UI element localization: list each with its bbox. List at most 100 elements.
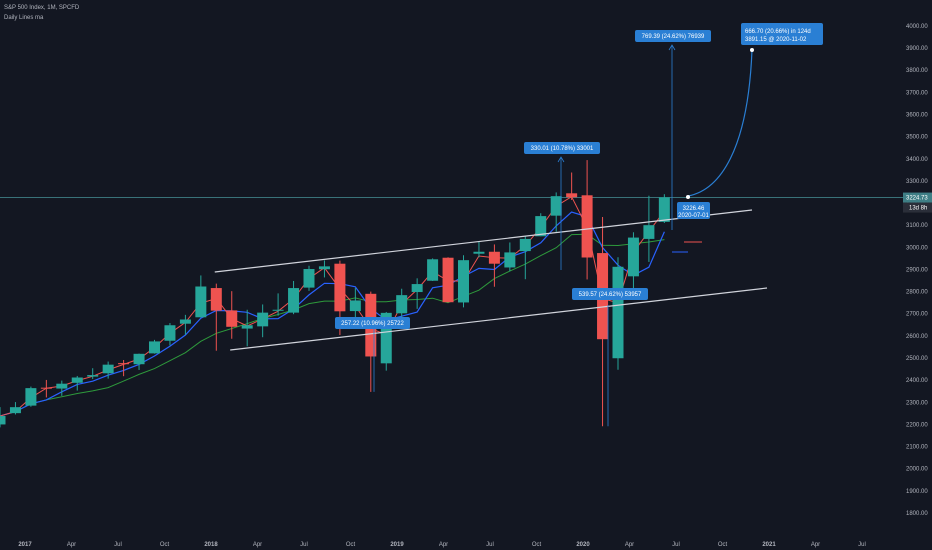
candle-body bbox=[442, 257, 454, 303]
candle-body bbox=[396, 295, 408, 314]
time-axis bbox=[0, 537, 932, 550]
candle-body bbox=[226, 310, 238, 327]
time-axis-label: Apr bbox=[253, 542, 262, 548]
price-axis-tick: 2000.00 bbox=[906, 467, 928, 473]
ma-red-line bbox=[0, 195, 665, 417]
time-axis-label: Oct bbox=[718, 542, 728, 548]
price-axis-tick: 2200.00 bbox=[906, 422, 928, 428]
candle bbox=[210, 283, 222, 351]
candle-body bbox=[581, 195, 593, 258]
price-axis-tick: 3400.00 bbox=[906, 157, 928, 163]
candle bbox=[427, 258, 439, 281]
candle-body bbox=[133, 353, 145, 365]
price-axis-tick: 1900.00 bbox=[906, 489, 928, 495]
projection-point bbox=[750, 48, 754, 52]
price-axis-tick: 3600.00 bbox=[906, 112, 928, 118]
candle-body bbox=[411, 284, 423, 293]
time-axis-label: Jul bbox=[672, 542, 680, 548]
price-axis bbox=[903, 0, 932, 537]
candle-body bbox=[40, 387, 52, 389]
point-label-box bbox=[677, 202, 710, 219]
measure-2018-label-text: 257.22 (10.96%) 25722 bbox=[341, 321, 404, 327]
price-axis-tick: 2900.00 bbox=[906, 267, 928, 273]
measure-2020-high-label-box bbox=[635, 30, 711, 42]
candle bbox=[241, 309, 253, 347]
candle-body bbox=[288, 288, 300, 313]
candle bbox=[597, 216, 609, 427]
candle-body bbox=[535, 216, 547, 237]
price-axis-tick: 2100.00 bbox=[906, 445, 928, 451]
candle-body bbox=[210, 288, 222, 311]
candle bbox=[535, 213, 547, 237]
candle bbox=[25, 386, 37, 407]
ma-blue-line bbox=[0, 211, 665, 417]
time-axis-label: Apr bbox=[811, 542, 820, 548]
measure-2020-low-label-box bbox=[572, 288, 648, 300]
projection-label-box bbox=[741, 23, 823, 45]
candle bbox=[164, 323, 176, 346]
price-axis-tick: 2300.00 bbox=[906, 400, 928, 406]
candle bbox=[318, 260, 330, 278]
candle bbox=[658, 194, 670, 223]
candle-body bbox=[427, 259, 439, 281]
projection-label-text: 3891.15 @ 2020-11-02 bbox=[745, 37, 807, 43]
candle-body bbox=[349, 300, 361, 312]
candle bbox=[40, 379, 52, 398]
candle bbox=[581, 160, 593, 280]
candle-body bbox=[164, 325, 176, 341]
indicator-legend: Daily Lines ma bbox=[4, 15, 44, 21]
candle-body bbox=[303, 269, 315, 288]
candle bbox=[504, 242, 516, 272]
candle bbox=[550, 192, 562, 232]
candle bbox=[566, 172, 578, 200]
candle bbox=[56, 380, 68, 396]
price-axis-tick: 3500.00 bbox=[906, 135, 928, 141]
current-price-label: 3224.73 bbox=[906, 196, 928, 202]
candle-body bbox=[643, 225, 655, 239]
candle bbox=[643, 195, 655, 262]
measure-2020-low-label-text: 539.57 (24.62%) 53957 bbox=[579, 292, 642, 298]
price-axis-tick: 2500.00 bbox=[906, 356, 928, 362]
countdown-badge bbox=[903, 202, 932, 213]
projection-label-text: 666.70 (20.66%) in 124d bbox=[745, 29, 811, 35]
time-axis-label: Apr bbox=[625, 542, 634, 548]
candle-body bbox=[25, 388, 37, 406]
time-axis-label: Jul bbox=[300, 542, 308, 548]
projection-start-point bbox=[686, 195, 690, 199]
candle bbox=[396, 288, 408, 318]
candle bbox=[257, 304, 269, 338]
time-axis-label: Apr bbox=[67, 542, 76, 548]
time-axis-label: 2018 bbox=[204, 542, 218, 548]
countdown-label: 13d 8h bbox=[909, 206, 927, 212]
candle-body bbox=[179, 319, 191, 324]
candle-body bbox=[334, 263, 346, 312]
candle-body bbox=[118, 363, 130, 365]
candle-body bbox=[658, 197, 670, 222]
candle-body bbox=[550, 196, 562, 216]
candle bbox=[149, 339, 160, 354]
candle bbox=[473, 241, 485, 258]
price-axis-tick: 4000.00 bbox=[906, 24, 928, 30]
candle-body bbox=[519, 238, 531, 252]
time-axis-label: Jul bbox=[114, 542, 122, 548]
candle-body bbox=[566, 193, 578, 198]
price-axis-tick: 3300.00 bbox=[906, 179, 928, 185]
candle-body bbox=[195, 286, 207, 318]
candle bbox=[133, 353, 145, 370]
candle-body bbox=[612, 266, 624, 359]
measure-2019-label-box bbox=[524, 142, 600, 154]
price-axis-tick: 2800.00 bbox=[906, 290, 928, 296]
price-axis-tick: 3100.00 bbox=[906, 223, 928, 229]
candle-body bbox=[149, 341, 160, 354]
time-axis-label: 2020 bbox=[576, 542, 590, 548]
measure-2018-label-box bbox=[335, 317, 410, 329]
candle-body bbox=[488, 251, 500, 264]
candle-body bbox=[504, 252, 516, 268]
time-axis-label: Jul bbox=[486, 542, 494, 548]
candle-body bbox=[102, 364, 114, 374]
candle bbox=[612, 257, 624, 370]
price-axis-tick: 1800.00 bbox=[906, 511, 928, 517]
candle-body bbox=[473, 251, 485, 254]
